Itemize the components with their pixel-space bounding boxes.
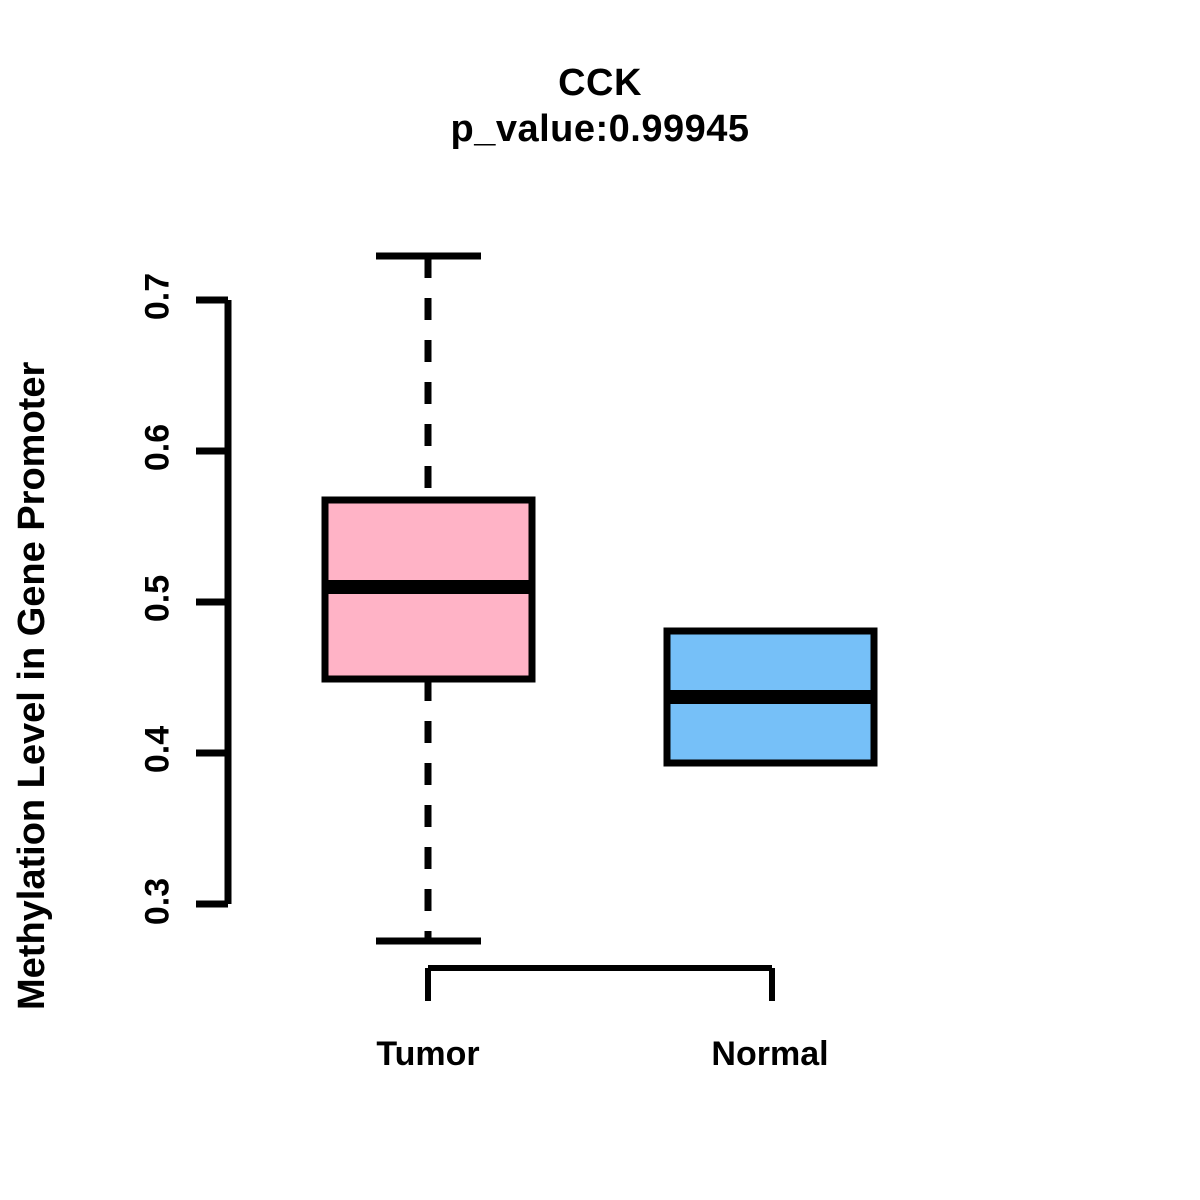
y-axis [196,296,232,908]
chart-subtitle-pvalue: p_value:0.99945 [450,108,750,151]
page-title: CCK [558,62,642,104]
box-tumor [321,252,536,945]
x-tick-label-tumor: Tumor [376,1035,480,1073]
box-normal [663,627,878,767]
x-tick-label-normal: Normal [711,1035,829,1073]
x-axis [425,965,775,1001]
chart-title-block: CCK p_value:0.99945 [0,60,1200,153]
